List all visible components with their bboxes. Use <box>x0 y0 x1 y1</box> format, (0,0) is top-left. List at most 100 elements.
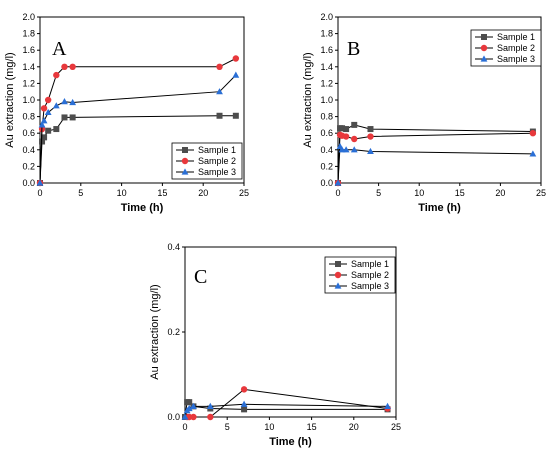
data-point <box>38 121 46 128</box>
data-point <box>343 126 350 133</box>
data-point <box>53 126 60 133</box>
x-tick-label: 15 <box>455 188 465 198</box>
x-tick-label: 5 <box>78 188 83 198</box>
legend-entry: Sample 3 <box>198 167 236 177</box>
x-tick-label: 15 <box>307 422 317 432</box>
data-point <box>350 146 358 153</box>
legend-entry: Sample 2 <box>198 156 236 166</box>
legend-marker <box>335 261 341 267</box>
data-point <box>384 402 391 409</box>
legend-marker <box>181 157 189 165</box>
legend-entry: Sample 3 <box>497 54 535 64</box>
x-tick-label: 0 <box>182 422 187 432</box>
data-point <box>216 88 223 95</box>
series-sample-3 <box>36 71 240 186</box>
x-tick-label: 25 <box>239 188 249 198</box>
y-tick-label: 1.4 <box>320 62 333 72</box>
x-tick-label: 15 <box>157 188 167 198</box>
data-point <box>44 108 52 116</box>
data-point <box>240 400 248 407</box>
data-point <box>351 121 358 128</box>
x-tick-label: 20 <box>349 422 359 432</box>
chart-panel-b: 0 5 10 15 20 25 0.0 0.2 0.4 0.6 0.8 1.0 1.2 1.4 1.6 1.8… <box>302 12 546 214</box>
y-tick-label: 1.2 <box>22 78 35 88</box>
y-tick-label: 1.0 <box>320 95 333 105</box>
x-axis-label: Time (h) <box>121 202 164 214</box>
series-line <box>337 132 533 184</box>
legend-marker <box>181 168 189 175</box>
data-point <box>69 114 76 121</box>
y-axis-label: Au extraction (mg/l) <box>149 284 161 379</box>
y-tick-label: 2.0 <box>22 12 35 22</box>
data-point <box>232 71 240 78</box>
data-point <box>206 402 214 409</box>
data-point <box>190 402 197 409</box>
x-axis-label: Time (h) <box>418 202 461 214</box>
x-tick-label: 25 <box>391 422 401 432</box>
y-axis-label: Au extraction (mg/l) <box>302 52 314 147</box>
data-point <box>232 112 239 119</box>
legend-marker <box>182 147 188 153</box>
data-point <box>61 114 68 121</box>
x-tick-label: 10 <box>117 188 127 198</box>
y-tick-label: 0.2 <box>167 327 180 337</box>
series-sample-2 <box>334 130 537 187</box>
panel-label: C <box>194 266 207 288</box>
data-point <box>40 105 48 112</box>
legend-entry: Sample 3 <box>351 281 389 291</box>
legend-entry: Sample 1 <box>198 145 236 155</box>
series-line <box>337 144 533 184</box>
legend-entry: Sample 1 <box>351 259 389 269</box>
legend-entry: Sample 2 <box>351 270 389 280</box>
data-point <box>216 112 223 119</box>
data-point <box>52 102 60 109</box>
series-sample-2 <box>183 386 391 421</box>
legend-entry: Sample 1 <box>497 32 535 42</box>
data-point <box>529 150 537 157</box>
x-tick-label: 0 <box>37 188 42 198</box>
legend-marker <box>334 271 342 279</box>
panel-label: B <box>347 38 360 60</box>
y-tick-label: 1.8 <box>320 29 333 39</box>
data-point <box>207 413 214 421</box>
data-point <box>181 413 189 420</box>
legend-marker <box>334 282 342 289</box>
x-tick-label: 25 <box>536 188 546 198</box>
y-tick-label: 1.2 <box>320 78 333 88</box>
data-point <box>367 147 374 155</box>
y-tick-label: 1.6 <box>320 45 333 55</box>
data-point <box>240 386 248 393</box>
data-point <box>367 133 374 140</box>
data-point <box>529 130 537 137</box>
data-point <box>45 127 52 134</box>
series-sample-3 <box>181 400 391 420</box>
legend-marker <box>480 55 488 62</box>
chart-panel-c: 0 5 10 15 20 25 0.0 0.2 0.4 Time (h) Au extraction… <box>149 242 401 448</box>
y-tick-label: 0.4 <box>22 145 35 155</box>
series-line <box>184 403 388 418</box>
x-tick-label: 10 <box>414 188 424 198</box>
x-tick-label: 5 <box>225 422 230 432</box>
legend-marker <box>481 34 487 40</box>
series-line <box>187 388 388 418</box>
data-point <box>339 125 346 132</box>
data-point <box>190 413 197 421</box>
y-tick-label: 0.8 <box>22 112 35 122</box>
data-point <box>40 117 48 124</box>
data-point <box>334 179 342 186</box>
x-tick-label: 0 <box>335 188 340 198</box>
y-tick-label: 0.0 <box>320 178 333 188</box>
x-axis-label: Time (h) <box>269 436 312 448</box>
data-point <box>216 63 223 70</box>
y-tick-label: 0.6 <box>22 128 35 138</box>
panel-label: A <box>52 38 67 60</box>
y-tick-label: 0.4 <box>320 145 333 155</box>
data-point <box>44 96 52 104</box>
data-point <box>36 179 44 186</box>
y-tick-label: 0.2 <box>22 161 35 171</box>
y-tick-label: 0.4 <box>167 242 180 252</box>
y-tick-label: 1.8 <box>22 29 35 39</box>
